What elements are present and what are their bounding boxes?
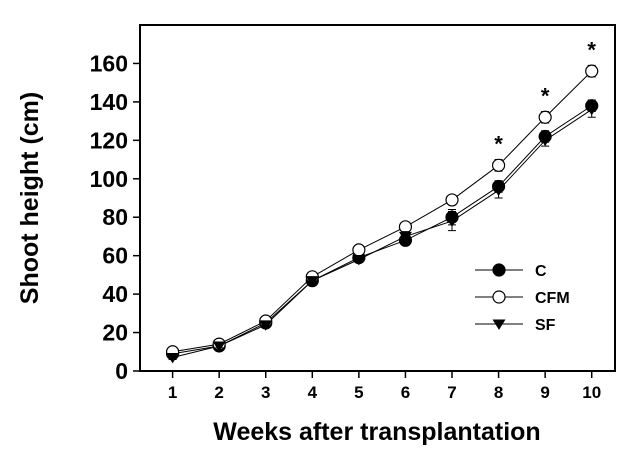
marker: [166, 352, 180, 364]
x-tick-label: 6: [401, 383, 410, 402]
marker: [398, 220, 413, 234]
y-tick-label: 160: [90, 50, 128, 76]
marker: [445, 193, 459, 207]
plot-frame: [139, 24, 616, 372]
legend-marker: [492, 319, 506, 330]
marker: [492, 185, 506, 197]
y-tick-label: 60: [102, 243, 128, 269]
legend-marker: [492, 290, 506, 304]
marker: [259, 320, 273, 331]
x-tick-label: 3: [261, 383, 270, 402]
series-line: [172, 109, 592, 359]
y-tick-label: 20: [102, 320, 128, 346]
legend-label: CFM: [535, 290, 570, 307]
x-tick-label: 5: [354, 383, 363, 402]
x-tick-label: 10: [582, 383, 601, 402]
x-tick-label: 4: [308, 383, 318, 402]
marker: [212, 341, 226, 352]
x-tick-label: 8: [494, 383, 503, 402]
legend-marker: [492, 263, 506, 277]
marker: [538, 135, 552, 147]
marker: [585, 105, 599, 116]
x-tick-label: 1: [168, 383, 177, 402]
y-axis-title: Shoot height (cm): [16, 92, 44, 304]
annotation: *: [541, 84, 550, 109]
y-tick-label: 100: [90, 166, 128, 192]
marker: [352, 254, 366, 266]
x-axis-title: Weeks after transplantation: [213, 418, 540, 446]
y-tick-label: 80: [102, 204, 128, 230]
annotation: *: [587, 37, 596, 62]
y-tick-label: 40: [102, 281, 128, 307]
marker: [585, 64, 599, 78]
marker: [305, 276, 319, 287]
marker: [445, 216, 459, 227]
annotation: *: [494, 132, 503, 157]
y-tick-label: 0: [115, 358, 128, 384]
x-tick-label: 2: [214, 383, 223, 402]
x-tick-label: 7: [447, 383, 456, 402]
legend-label: SF: [535, 317, 556, 334]
marker: [398, 231, 412, 243]
marker: [352, 243, 366, 257]
marker: [538, 110, 552, 124]
series-line: [172, 105, 592, 355]
x-tick-label: 9: [540, 383, 549, 402]
series-line: [172, 70, 593, 353]
legend-label: C: [535, 263, 547, 280]
y-tick-label: 120: [90, 127, 128, 153]
y-tick-label: 140: [90, 89, 128, 115]
marker: [491, 158, 506, 172]
